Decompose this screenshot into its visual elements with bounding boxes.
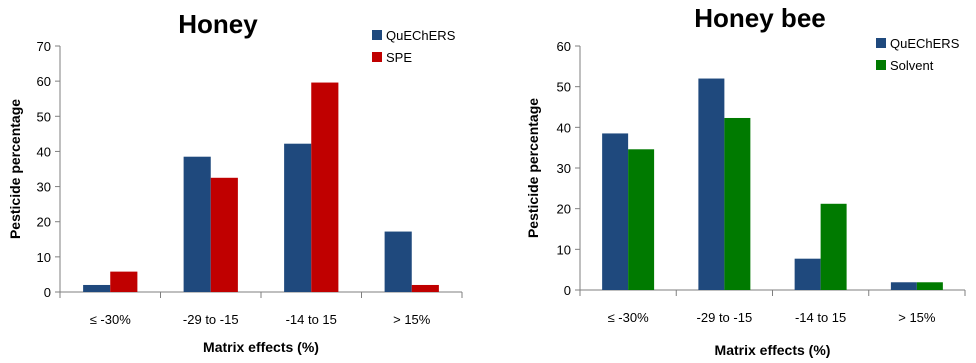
legend-swatch-quechers: [372, 30, 382, 40]
legend-label: QuEChERS: [890, 36, 960, 51]
legend-swatch-spe: [372, 52, 382, 62]
legend-label: SPE: [386, 50, 412, 65]
legend-swatch-solvent: [876, 60, 886, 70]
bar-quechers-1: [183, 156, 211, 292]
x-tick-label: -14 to 15: [286, 312, 337, 327]
bar-quechers-1: [698, 78, 725, 291]
bar-solvent-0: [628, 149, 655, 290]
y-tick-label: 40: [37, 144, 51, 159]
bar-solvent-3: [916, 282, 943, 290]
bar-quechers-3: [890, 282, 917, 290]
y-tick-label: 20: [37, 215, 51, 230]
bar-quechers-0: [83, 284, 111, 292]
y-tick-label: 60: [557, 39, 571, 54]
y-tick-label: 50: [37, 109, 51, 124]
bar-spe-1: [210, 177, 238, 292]
y-tick-label: 60: [37, 74, 51, 89]
x-axis-label: Matrix effects (%): [715, 342, 831, 358]
x-tick-label: > 15%: [393, 312, 431, 327]
legend-swatch-quechers: [876, 38, 886, 48]
x-tick-label: -29 to -15: [697, 310, 753, 325]
x-tick-label: ≤ -30%: [608, 310, 650, 325]
chart-title: Honey: [178, 9, 258, 39]
bar-solvent-2: [820, 203, 847, 290]
y-tick-label: 50: [557, 80, 571, 95]
y-tick-label: 30: [37, 180, 51, 195]
y-axis-label: Pesticide percentage: [7, 99, 23, 239]
bar-quechers-3: [384, 231, 412, 292]
bar-quechers-2: [284, 143, 312, 292]
x-tick-label: > 15%: [898, 310, 936, 325]
bar-spe-0: [110, 271, 138, 292]
bar-quechers-0: [602, 133, 629, 290]
y-tick-label: 70: [37, 39, 51, 54]
chart-title: Honey bee: [694, 3, 826, 33]
bar-spe-2: [311, 82, 339, 292]
x-axis-label: Matrix effects (%): [203, 339, 319, 355]
y-tick-label: 10: [557, 242, 571, 257]
legend-label: QuEChERS: [386, 28, 456, 43]
y-tick-label: 10: [37, 250, 51, 265]
y-tick-label: 40: [557, 120, 571, 135]
y-tick-label: 20: [557, 202, 571, 217]
x-tick-label: -29 to -15: [183, 312, 239, 327]
bar-spe-3: [411, 284, 439, 292]
bar-solvent-1: [724, 117, 751, 290]
y-tick-label: 30: [557, 161, 571, 176]
x-tick-label: -14 to 15: [795, 310, 846, 325]
y-tick-label: 0: [44, 285, 51, 300]
legend-label: Solvent: [890, 58, 934, 73]
y-axis-label: Pesticide percentage: [525, 98, 541, 238]
bar-quechers-2: [794, 258, 821, 290]
x-tick-label: ≤ -30%: [90, 312, 132, 327]
y-tick-label: 0: [564, 283, 571, 298]
